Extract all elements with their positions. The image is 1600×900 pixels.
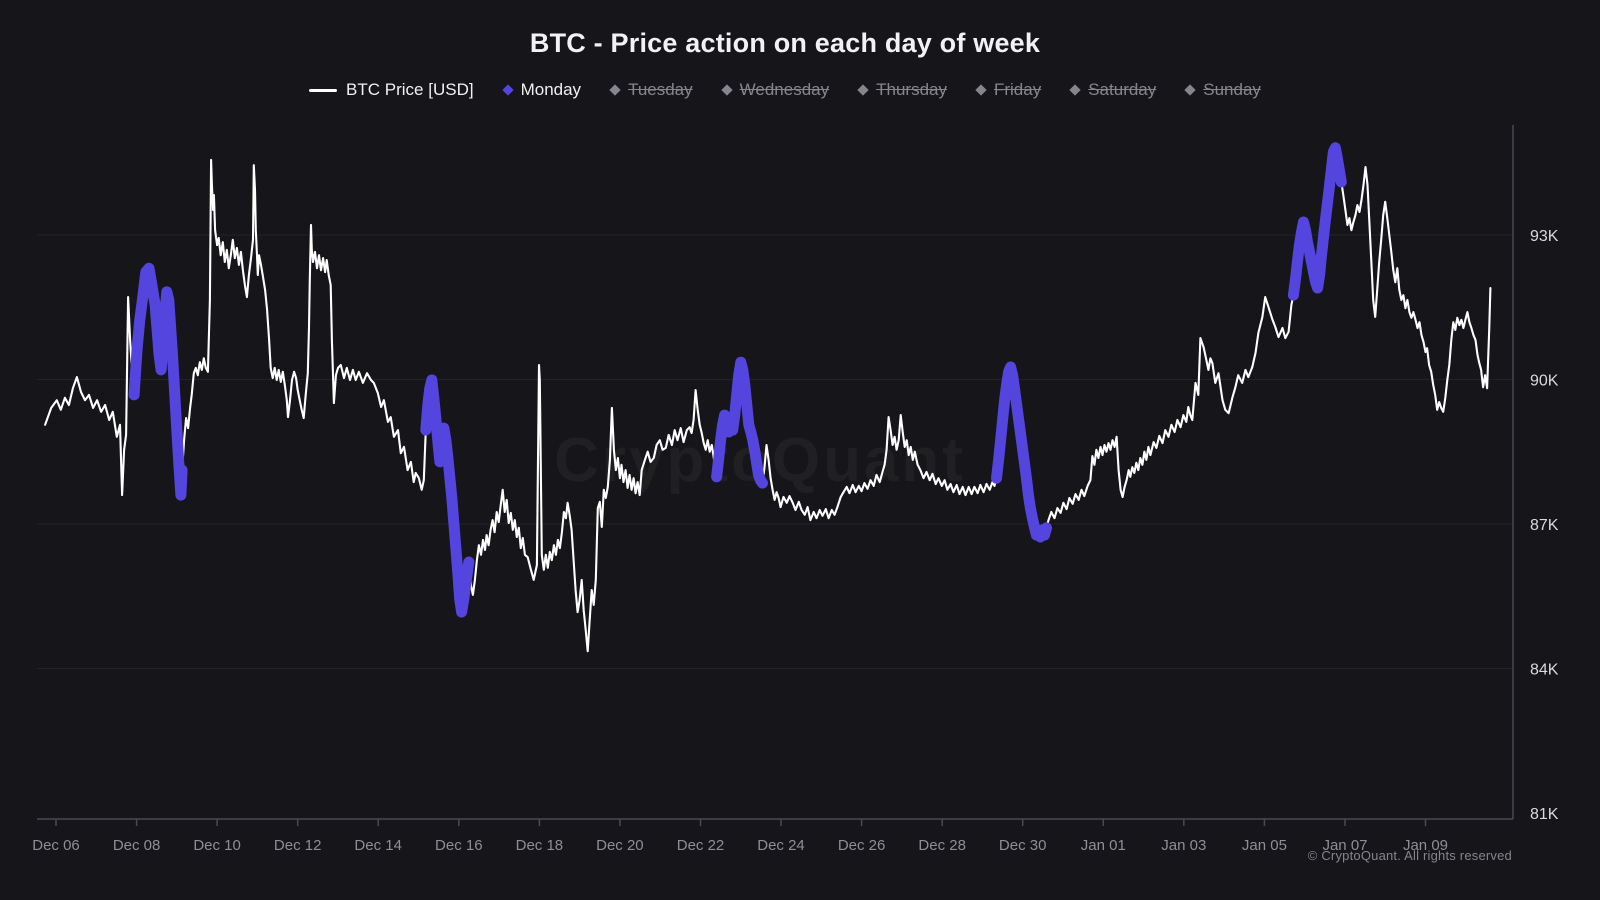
x-tick-label: Dec 12 — [274, 837, 322, 854]
monday-highlight-segment — [711, 356, 768, 489]
legend-item-monday[interactable]: Monday — [501, 80, 582, 100]
legend-item-friday[interactable]: Friday — [975, 80, 1042, 100]
line-swatch-icon — [309, 88, 338, 92]
legend-label: Saturday — [1088, 80, 1157, 99]
legend-label: Friday — [993, 80, 1042, 99]
monday-highlight-segment — [128, 262, 188, 501]
monday-highlight-segment — [420, 374, 475, 618]
legend-item-sunday[interactable]: Sunday — [1184, 80, 1261, 100]
diamond-marker-icon — [720, 84, 733, 96]
monday-highlight-segment — [991, 361, 1052, 543]
legend-label: Monday — [520, 80, 582, 99]
diamond-marker-icon — [609, 84, 621, 96]
x-tick-label: Dec 16 — [435, 837, 483, 854]
y-tick-label: 84K — [1530, 661, 1559, 678]
y-tick-label: 93K — [1530, 228, 1559, 245]
monday-highlight-segment — [1287, 142, 1347, 301]
x-tick-label: Dec 08 — [113, 837, 161, 854]
legend-item-tuesday[interactable]: Tuesday — [609, 80, 693, 100]
x-tick-label: Jan 03 — [1161, 837, 1206, 854]
x-tick-label: Jan 07 — [1322, 837, 1367, 854]
legend-label: Thursday — [876, 80, 947, 99]
copyright-text: © CryptoQuant. All rights reserved — [1307, 848, 1512, 863]
legend: BTC Price [USD] Monday Tuesday Wednesday… — [0, 76, 1570, 104]
legend-item-saturday[interactable]: Saturday — [1069, 80, 1157, 100]
x-tick-label: Jan 05 — [1242, 837, 1287, 854]
btc-price-line — [44, 146, 1492, 653]
diamond-marker-icon — [1069, 84, 1081, 96]
x-tick-label: Dec 10 — [193, 837, 241, 854]
diamond-marker-icon — [501, 84, 514, 96]
x-tick-label: Dec 14 — [354, 837, 402, 854]
x-tick-label: Dec 26 — [838, 837, 886, 854]
legend-item-thursday[interactable]: Thursday — [857, 80, 947, 100]
y-tick-label: 87K — [1530, 517, 1559, 534]
x-tick-label: Dec 06 — [32, 837, 80, 854]
legend-label: Tuesday — [628, 80, 693, 99]
legend-label: Wednesday — [739, 80, 830, 99]
diamond-marker-icon — [975, 84, 987, 96]
diamond-marker-icon — [1184, 84, 1196, 96]
page-title: BTC - Price action on each day of week — [529, 28, 1041, 58]
x-tick-label: Dec 24 — [757, 837, 805, 854]
legend-label: Sunday — [1203, 80, 1261, 99]
x-tick-label: Jan 01 — [1081, 837, 1126, 854]
y-tick-label: 81K — [1530, 806, 1559, 823]
diamond-marker-icon — [857, 84, 869, 96]
x-tick-label: Dec 30 — [999, 837, 1047, 854]
x-tick-label: Dec 22 — [677, 837, 725, 854]
legend-item-wednesday[interactable]: Wednesday — [720, 80, 830, 100]
x-tick-label: Jan 09 — [1403, 837, 1448, 854]
x-tick-label: Dec 18 — [516, 837, 564, 854]
legend-label: BTC Price [USD] — [346, 80, 474, 99]
y-tick-label: 90K — [1530, 372, 1559, 389]
x-tick-label: Dec 20 — [596, 837, 644, 854]
legend-item-btc-price[interactable]: BTC Price [USD] — [309, 80, 474, 100]
x-tick-label: Dec 28 — [918, 837, 966, 854]
